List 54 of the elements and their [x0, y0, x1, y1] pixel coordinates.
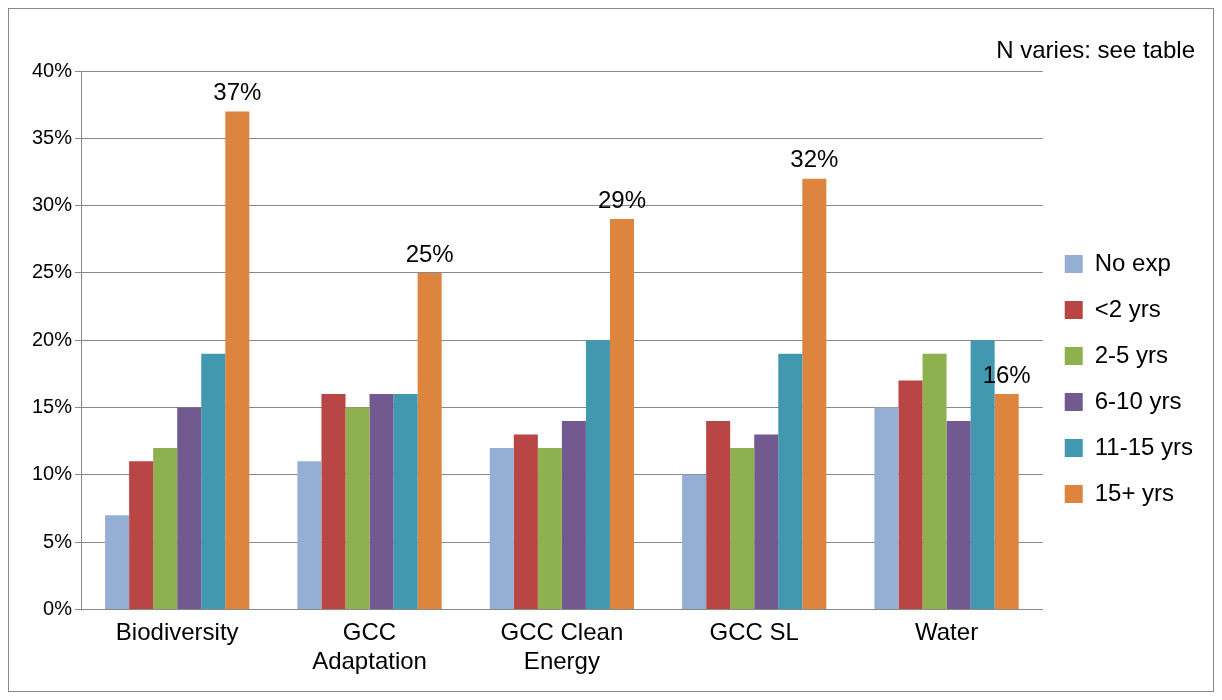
x-tick-label: GCC Adaptation: [312, 618, 427, 675]
y-tick-label: 5%: [43, 529, 73, 552]
bar: [105, 515, 130, 609]
bar: [417, 272, 442, 609]
y-tick-label: 20%: [32, 327, 73, 350]
y-tick-label: 25%: [32, 260, 73, 283]
bar: [537, 447, 562, 609]
bar: [129, 461, 154, 609]
x-tick-label: Biodiversity: [115, 618, 239, 646]
x-tick-label: GCC Clean Energy: [500, 618, 624, 675]
y-tick-label: 35%: [32, 125, 73, 148]
data-label: 37%: [213, 78, 262, 105]
y-tick-label: 0%: [43, 596, 73, 619]
legend-label: 6-10 yrs: [1094, 386, 1182, 414]
bar: [321, 394, 346, 609]
y-tick-label: 30%: [32, 193, 73, 216]
bar: [297, 461, 322, 609]
bar: [754, 434, 779, 609]
bar: [393, 394, 418, 609]
bar: [898, 380, 923, 609]
bar: [922, 353, 947, 609]
bar: [682, 474, 707, 609]
text: N varies: see table: [996, 35, 1195, 63]
x-tick-label: Water: [915, 618, 979, 646]
y-tick-label: 10%: [32, 462, 73, 485]
bar: [706, 420, 731, 609]
x-tick-label: GCC SL: [709, 618, 799, 646]
bar: [585, 340, 610, 609]
legend-label: 11-15 yrs: [1094, 432, 1193, 460]
data-label: 25%: [405, 239, 454, 267]
bar: [561, 420, 586, 609]
bar: [994, 394, 1019, 609]
bar: [201, 353, 226, 609]
bar: [225, 111, 250, 609]
bar: [778, 353, 803, 609]
bar: [874, 407, 899, 609]
bar: [345, 407, 370, 609]
bar: [489, 447, 514, 609]
bar: [802, 178, 827, 609]
bar: [609, 219, 635, 609]
y-tick-label: 15%: [32, 395, 73, 418]
data-label: 32%: [790, 145, 839, 173]
legend-label: 15+ yrs: [1094, 478, 1175, 506]
bar: [730, 447, 755, 609]
bar: [369, 394, 394, 609]
legend-label: 2-5 yrs: [1094, 340, 1169, 368]
legend-label: <2 yrs: [1094, 294, 1161, 322]
bar: [946, 420, 971, 609]
data-label: 29%: [597, 185, 647, 213]
legend-label: No exp: [1094, 248, 1171, 276]
bar: [153, 447, 178, 609]
y-tick-label: 40%: [32, 58, 73, 81]
bar: [177, 407, 202, 609]
bar: [513, 434, 538, 609]
